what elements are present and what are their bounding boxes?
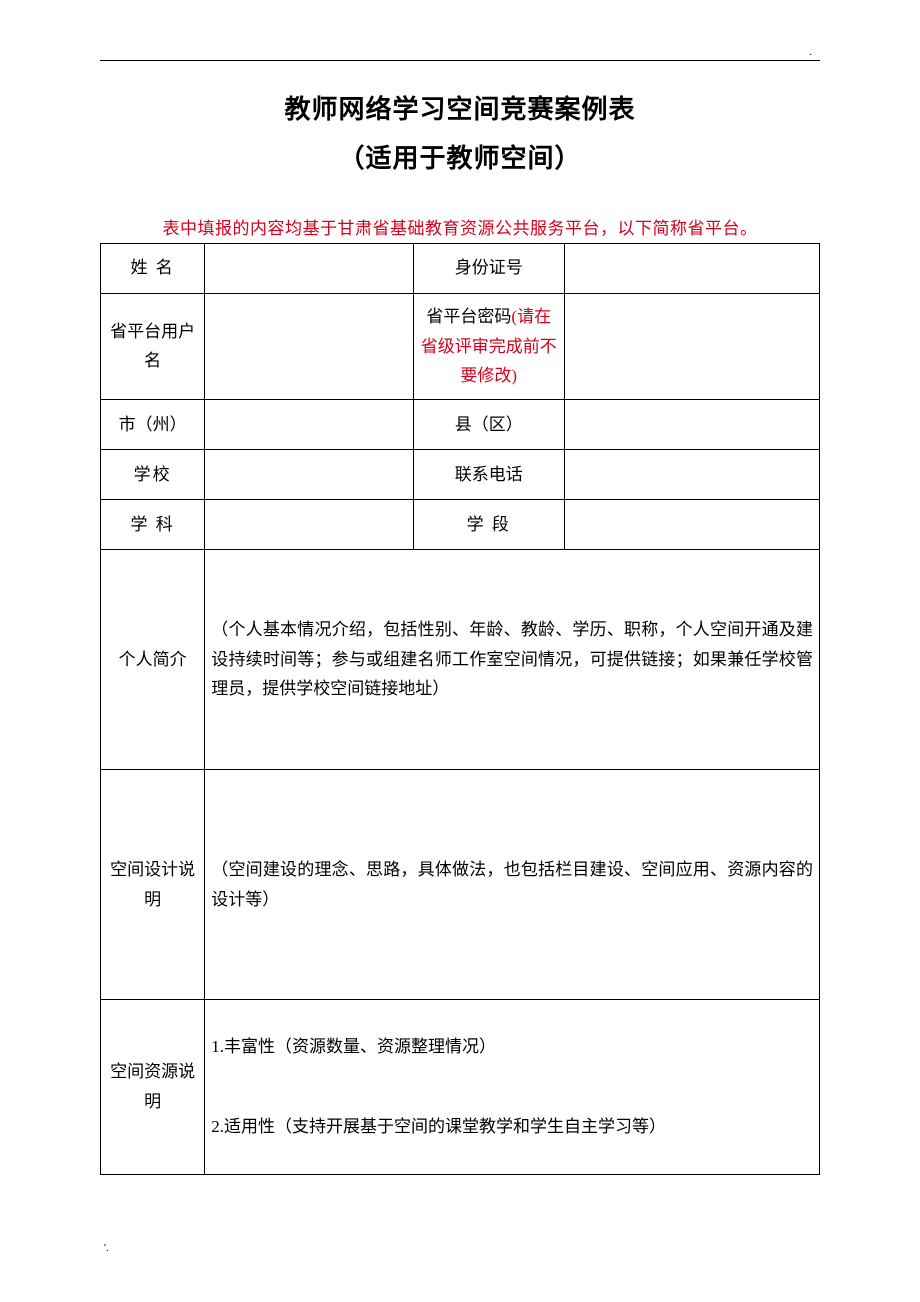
label-school: 学校 (101, 450, 205, 500)
table-row: 学校 联系电话 (101, 450, 820, 500)
value-school (205, 450, 414, 500)
table-row: 姓 名 身份证号 (101, 243, 820, 293)
value-county (564, 400, 819, 450)
value-profile: （个人基本情况介绍，包括性别、年龄、教龄、学历、职称，个人空间开通及建设持续时间… (205, 550, 820, 770)
header-dot: . (810, 47, 813, 58)
table-row: 省平台用户名 省平台密码(请在省级评审完成前不要修改) (101, 293, 820, 399)
resource-item-1: 1.丰富性（资源数量、资源整理情况） (211, 1032, 813, 1062)
label-name: 姓 名 (101, 243, 205, 293)
note-text: 表中填报的内容均基于甘肃省基础教育资源公共服务平台，以下简称省平台。 (100, 214, 820, 239)
footer-mark: '. (104, 1242, 109, 1254)
label-stage: 学 段 (413, 500, 564, 550)
table-row: 市（州） 县（区） (101, 400, 820, 450)
page-title-line2: （适用于教师空间） (100, 134, 820, 183)
header-rule: . (100, 60, 820, 61)
form-table: 姓 名 身份证号 省平台用户名 省平台密码(请在省级评审完成前不要修改) 市（州… (100, 243, 820, 1175)
label-profile: 个人简介 (101, 550, 205, 770)
value-id (564, 243, 819, 293)
label-username: 省平台用户名 (101, 293, 205, 399)
value-design: （空间建设的理念、思路，具体做法，也包括栏目建设、空间应用、资源内容的设计等） (205, 770, 820, 1000)
label-phone: 联系电话 (413, 450, 564, 500)
value-password (564, 293, 819, 399)
label-resource: 空间资源说明 (101, 1000, 205, 1175)
title-block: 教师网络学习空间竞赛案例表 （适用于教师空间） (100, 85, 820, 184)
value-username (205, 293, 414, 399)
label-design: 空间设计说明 (101, 770, 205, 1000)
page-title-line1: 教师网络学习空间竞赛案例表 (100, 85, 820, 134)
table-row: 个人简介 （个人基本情况介绍，包括性别、年龄、教龄、学历、职称，个人空间开通及建… (101, 550, 820, 770)
table-row: 学 科 学 段 (101, 500, 820, 550)
label-password: 省平台密码(请在省级评审完成前不要修改) (413, 293, 564, 399)
value-subject (205, 500, 414, 550)
value-city (205, 400, 414, 450)
value-name (205, 243, 414, 293)
resource-item-2: 2.适用性（支持开展基于空间的课堂教学和学生自主学习等） (211, 1112, 813, 1142)
table-row: 空间资源说明 1.丰富性（资源数量、资源整理情况） 2.适用性（支持开展基于空间… (101, 1000, 820, 1175)
value-stage (564, 500, 819, 550)
value-phone (564, 450, 819, 500)
label-password-prefix: 省平台密码 (426, 307, 511, 326)
label-city: 市（州） (101, 400, 205, 450)
label-id: 身份证号 (413, 243, 564, 293)
label-subject: 学 科 (101, 500, 205, 550)
value-resource: 1.丰富性（资源数量、资源整理情况） 2.适用性（支持开展基于空间的课堂教学和学… (205, 1000, 820, 1175)
table-row: 空间设计说明 （空间建设的理念、思路，具体做法，也包括栏目建设、空间应用、资源内… (101, 770, 820, 1000)
label-county: 县（区） (413, 400, 564, 450)
